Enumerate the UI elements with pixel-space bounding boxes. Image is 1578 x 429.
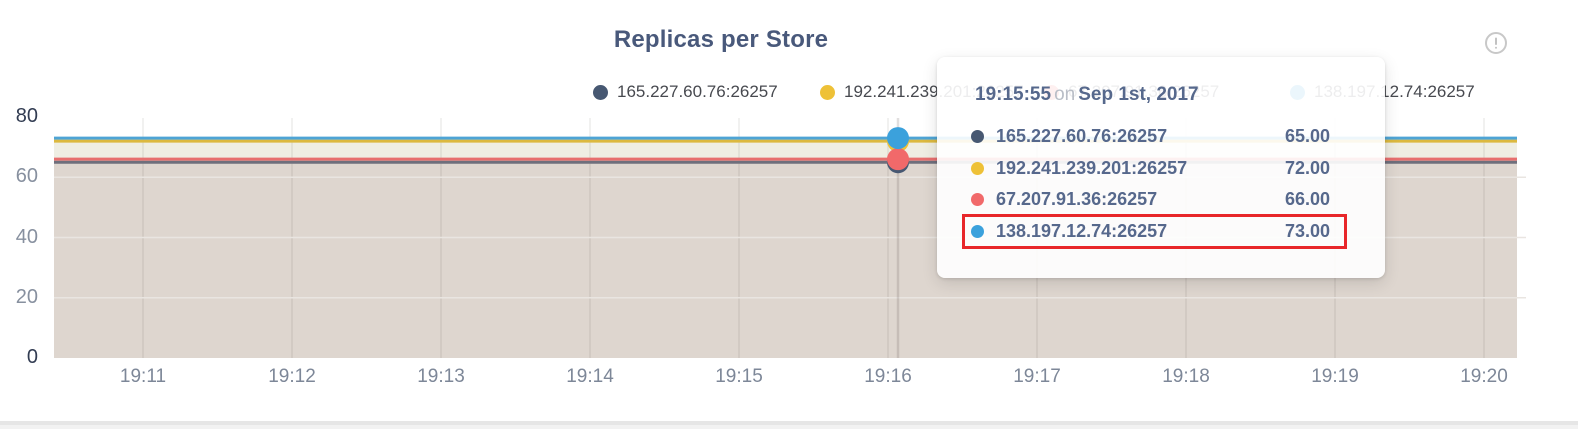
tooltip-series-value: 66.00 [1284, 189, 1330, 210]
y-axis-tick-label: 60 [15, 165, 38, 188]
tooltip-series-dot-icon [971, 130, 984, 144]
x-axis-tick-label: 19:20 [1460, 366, 1508, 387]
x-axis-tick-label: 19:11 [119, 366, 167, 387]
tooltip-series-label: 165.227.60.76:26257 [996, 126, 1168, 147]
tooltip-row: 165.227.60.76:26257 65.00 [971, 121, 1330, 153]
tooltip-series-value: 65.00 [1284, 126, 1330, 147]
tooltip-rows: 165.227.60.76:26257 65.00 192.241.239.201:… [962, 121, 1347, 249]
x-axis-tick-label: 19:16 [864, 366, 912, 387]
x-axis-tick-label: 19:12 [268, 366, 316, 387]
legend-item[interactable]: 165.227.60.76:26257 [593, 82, 778, 101]
y-axis-tick-label: 0 [26, 346, 38, 368]
hover-tooltip: 19:15:55 on Sep 1st, 2017 165.227.60.76:26… [937, 57, 1385, 278]
hover-marker[interactable] [887, 127, 909, 150]
tooltip-series-dot-icon [971, 161, 984, 175]
tooltip-connector: on [1054, 84, 1076, 105]
tooltip-date: Sep 1st, 2017 [1078, 84, 1199, 105]
x-axis-tick-label: 19:19 [1311, 366, 1359, 387]
x-axis-tick-label: 19:15 [715, 366, 763, 387]
tooltip-row: 192.241.239.201:26257 72.00 [971, 153, 1330, 185]
legend-swatch-icon [593, 84, 608, 100]
legend-swatch-icon [820, 84, 835, 100]
x-axis-tick-label: 19:17 [1013, 366, 1061, 387]
x-axis-tick-label: 19:18 [1162, 366, 1210, 387]
tooltip-series-label: 67.207.91.36:26257 [996, 189, 1158, 210]
x-axis-tick-label: 19:14 [566, 366, 614, 387]
tooltip-row-highlighted: 138.197.12.74:26257 73.00 [962, 213, 1347, 249]
tooltip-row: 67.207.91.36:26257 66.00 [971, 184, 1330, 216]
tooltip-timestamp: 19:15:55 on Sep 1st, 2017 [975, 84, 1330, 106]
info-icon[interactable] [1484, 31, 1508, 55]
legend-label: 165.227.60.76:26257 [617, 82, 778, 101]
tooltip-series-label: 138.197.12.74:26257 [996, 220, 1168, 241]
x-axis-tick-label: 19:13 [417, 366, 465, 387]
y-axis-tick-label: 80 [15, 105, 38, 127]
tooltip-series-value: 73.00 [1284, 220, 1330, 241]
tooltip-series-dot-icon [971, 193, 984, 207]
chart-title: Replicas per Store [613, 26, 829, 53]
tooltip-series-dot-icon [971, 224, 984, 238]
hover-marker[interactable] [887, 148, 909, 171]
tooltip-time: 19:15:55 [975, 84, 1052, 105]
tooltip-series-label: 192.241.239.201:26257 [996, 157, 1188, 178]
y-axis-tick-label: 40 [15, 225, 38, 248]
bottom-divider [0, 421, 1578, 425]
y-axis-tick-label: 20 [15, 285, 38, 308]
below-divider [0, 425, 1578, 429]
tooltip-series-value: 72.00 [1284, 157, 1330, 178]
exclamation-circle-icon [1485, 32, 1507, 54]
